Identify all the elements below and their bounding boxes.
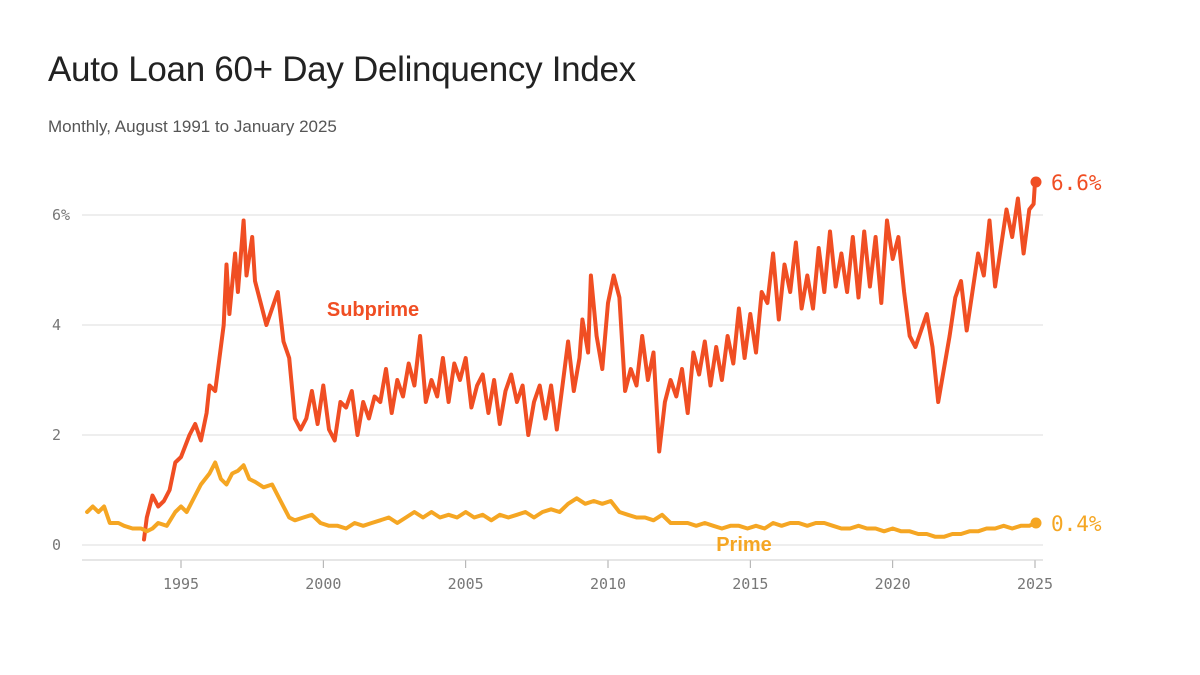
y-tick-label: 0 bbox=[52, 536, 61, 554]
prime-series-label: Prime bbox=[716, 534, 772, 556]
x-tick-label: 2000 bbox=[305, 575, 341, 593]
y-tick-label: 4 bbox=[52, 316, 61, 334]
subprime-line bbox=[142, 180, 1037, 542]
y-tick-label: 2 bbox=[52, 426, 61, 444]
subprime-end-label: 6.6% bbox=[1051, 171, 1102, 195]
series-lines bbox=[85, 180, 1037, 542]
series-labels: 6.6% 0.4% Subprime Prime bbox=[327, 171, 1102, 556]
subprime-series-label: Subprime bbox=[327, 299, 419, 321]
subprime-end-point bbox=[1030, 176, 1042, 188]
x-tick-label: 2010 bbox=[590, 575, 626, 593]
x-tick-label: 2025 bbox=[1017, 575, 1053, 593]
x-tick-label: 2015 bbox=[732, 575, 768, 593]
prime-end-label: 0.4% bbox=[1051, 512, 1102, 536]
axis-ticks: 0 2 4 6% 1995 2000 2005 2010 2015 2020 2025 bbox=[52, 206, 1053, 593]
prime-line bbox=[85, 460, 1037, 539]
chart-title: Auto Loan 60+ Day Delinquency Index bbox=[48, 50, 636, 89]
x-tick-label: 1995 bbox=[163, 575, 199, 593]
chart-subtitle: Monthly, August 1991 to January 2025 bbox=[48, 117, 337, 136]
grid-lines bbox=[82, 214, 1043, 546]
x-tick-label: 2005 bbox=[448, 575, 484, 593]
prime-end-point bbox=[1030, 517, 1042, 529]
y-tick-label: 6% bbox=[52, 206, 70, 224]
x-tick-label: 2020 bbox=[875, 575, 911, 593]
